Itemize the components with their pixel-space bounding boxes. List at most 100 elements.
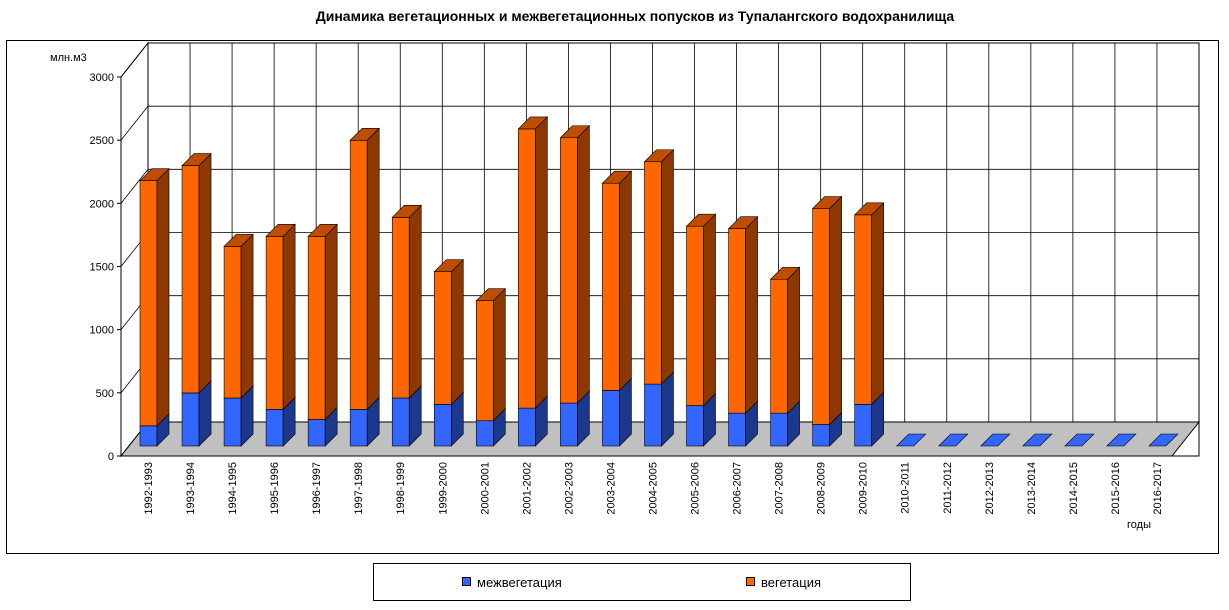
bar-front: [307, 419, 326, 447]
bar-side: [198, 152, 212, 394]
bar-top: [811, 196, 843, 209]
bar-front: [812, 208, 830, 425]
bar-front: [560, 402, 578, 447]
bar-side: [535, 116, 548, 409]
chart-frame: [6, 40, 1219, 554]
bar-front: [265, 409, 284, 447]
legend: межвегетация вегетация: [373, 563, 911, 601]
bar-top: [181, 153, 212, 166]
bar-segment: [685, 213, 717, 407]
bar-side: [577, 125, 590, 404]
bar-top: [727, 216, 759, 230]
bar-segment: [559, 390, 591, 447]
y-tick-label: 3000: [90, 72, 114, 84]
bar-front: [518, 128, 536, 409]
bar-side: [493, 287, 506, 422]
x-tick-label: 2006-2007: [732, 462, 744, 515]
bar-top: [349, 127, 380, 141]
bar-front: [349, 409, 368, 447]
x-tick-label: 2005-2006: [690, 462, 702, 515]
x-tick-label: 2003-2004: [605, 462, 617, 515]
x-tick-label: 2004-2005: [647, 462, 659, 515]
x-tick-label: 2014-2015: [1068, 462, 1080, 515]
x-tick-label: 1993-1994: [185, 462, 197, 515]
bar-side: [871, 202, 884, 406]
x-tick-label: 2011-2012: [942, 462, 954, 514]
bar-segment: [475, 287, 507, 422]
bar-side: [787, 266, 800, 414]
bar-top: [769, 266, 801, 280]
bar-side: [619, 170, 632, 392]
bar-segment: [391, 204, 422, 399]
y-tick-label: 1500: [90, 262, 114, 274]
legend-item-vegetatsiya: вегетация: [746, 575, 821, 590]
bar-segment: [601, 170, 633, 392]
bar-front: [476, 300, 494, 422]
bar-front: [854, 214, 872, 405]
bar-front: [644, 161, 662, 385]
y-tick-label: 2500: [90, 135, 114, 147]
gridline: [120, 168, 1199, 204]
bar-empty: [1106, 433, 1137, 447]
bar-segment: [223, 233, 254, 399]
bar-side: [156, 167, 170, 427]
x-tick-label: 2016-2017: [1152, 462, 1164, 515]
bar-segment: [643, 149, 675, 385]
bar-side: [661, 371, 674, 447]
bar-front: [644, 383, 662, 447]
bar-side: [282, 223, 296, 411]
bar-side: [703, 213, 716, 407]
bar-empty: [980, 433, 1011, 447]
bar-front: [686, 405, 704, 447]
bar-segment: [181, 152, 212, 394]
bar-segment: [265, 223, 296, 411]
bar-front: [518, 407, 536, 447]
x-tick-label: 2013-2014: [1026, 462, 1038, 515]
bar-top: [139, 168, 170, 181]
legend-label: вегетация: [761, 575, 822, 590]
x-tick-label: 1994-1995: [227, 462, 239, 515]
bar-front: [770, 278, 788, 414]
bar-empty: [895, 433, 927, 447]
bar-top: [685, 213, 717, 227]
bar-top: [643, 149, 675, 163]
x-tick-label: 1998-1999: [395, 462, 407, 515]
bar-segment: [559, 125, 591, 404]
bar-front: [223, 397, 242, 447]
bar-front: [307, 235, 326, 420]
bar-top: [475, 288, 507, 302]
bar-side: [366, 127, 380, 411]
gridline: [120, 105, 1199, 141]
bar-top: [853, 202, 885, 216]
bar-front: [602, 390, 620, 447]
bar-segment: [307, 223, 338, 421]
bar-front: [602, 182, 620, 391]
bar-top: [559, 125, 591, 139]
bar-empty: [1022, 433, 1053, 447]
x-tick-label: 2009-2010: [858, 462, 870, 515]
bar-front: [223, 246, 242, 399]
bar-front: [349, 139, 368, 410]
gridline: [120, 42, 1199, 78]
chart-title: Динамика вегетационных и межвегетационны…: [315, 8, 955, 24]
bar-front: [391, 217, 410, 399]
bar-front: [181, 392, 200, 447]
bar-segment: [727, 215, 759, 414]
x-tick-label: 1992-1993: [143, 462, 155, 515]
bar-front: [686, 225, 704, 406]
bar-top: [265, 223, 296, 237]
bar-top: [307, 223, 338, 237]
y-axis: 0 500 1000 1500 2000 2500 3000: [90, 72, 122, 463]
x-tick-label: 2002-2003: [563, 462, 575, 515]
legend-swatch: [462, 577, 471, 586]
bar-segment: [433, 258, 465, 406]
bar-segment: [139, 167, 170, 427]
bar-front: [139, 425, 158, 447]
bar-front: [812, 424, 830, 447]
legend-item-mezhvegetatsiya: межвегетация: [462, 575, 562, 590]
bar-top: [433, 259, 465, 272]
bar-front: [728, 412, 746, 447]
y-axis-label: млн.м3: [50, 52, 87, 64]
bar-segment: [349, 127, 380, 411]
bar-side: [745, 215, 758, 414]
